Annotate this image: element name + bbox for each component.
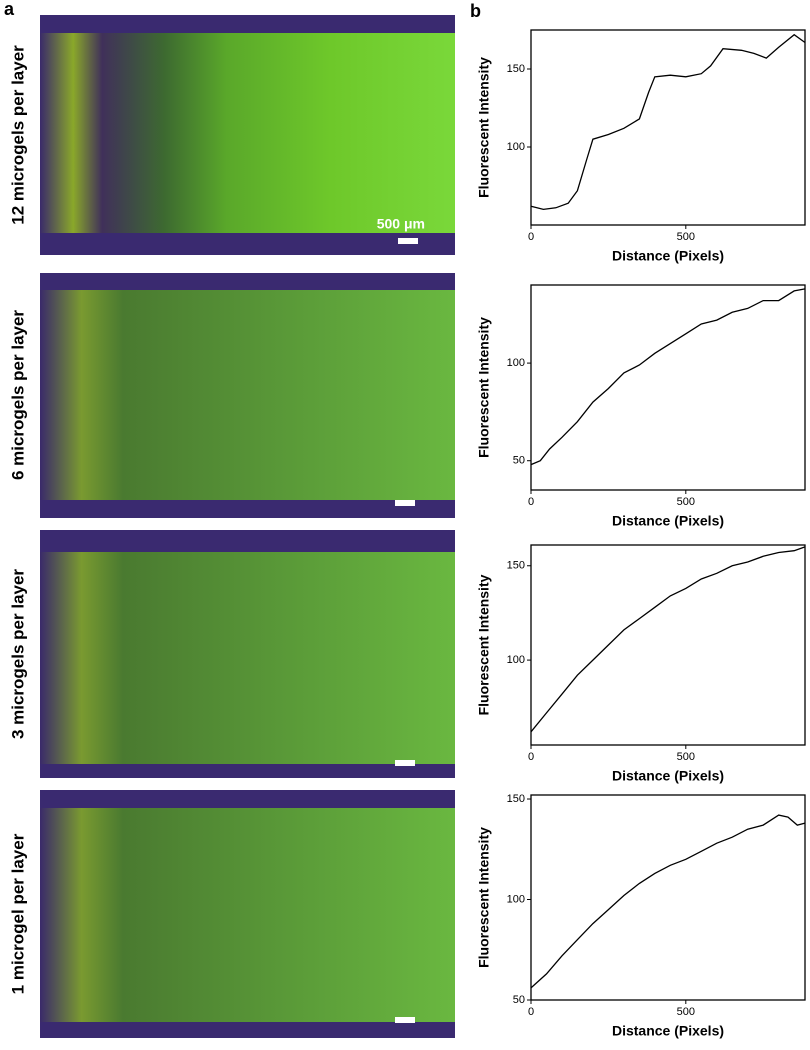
y-tick-label: 100 xyxy=(507,654,525,666)
image-row xyxy=(40,273,455,518)
panel-label: a xyxy=(4,0,15,19)
image-row xyxy=(40,790,455,1038)
x-tick-label: 500 xyxy=(677,751,695,763)
y-axis-label: Fluorescent Intensity xyxy=(476,57,492,198)
row-label: 3 microgels per layer xyxy=(8,569,27,739)
scale-bar-label: 500 μm xyxy=(377,216,425,232)
image-row xyxy=(40,15,455,255)
y-tick-label: 150 xyxy=(507,63,525,75)
image xyxy=(40,33,455,233)
x-tick-label: 500 xyxy=(677,1006,695,1018)
x-tick-label: 500 xyxy=(677,231,695,243)
panel-label: b xyxy=(470,1,481,21)
chart: 50 100 0 500 Distance (Pixels) Fluorescent In… xyxy=(476,284,806,529)
scale-bar xyxy=(395,500,415,506)
image xyxy=(40,808,455,1022)
plot-frame xyxy=(530,29,806,226)
x-axis-label: Distance (Pixels) xyxy=(612,248,724,264)
y-axis-label: Fluorescent Intensity xyxy=(476,574,492,715)
y-tick-label: 100 xyxy=(507,141,525,153)
line xyxy=(530,814,806,989)
line xyxy=(530,288,806,466)
x-axis-label: Distance (Pixels) xyxy=(612,1023,724,1039)
scale-bar xyxy=(395,760,415,766)
scale-bar xyxy=(395,1017,415,1023)
chart: 50 100 150 0 500 Distance (Pixels) Fluorescent… xyxy=(476,793,806,1039)
x-tick-label: 0 xyxy=(528,1006,534,1018)
line xyxy=(530,546,806,733)
x-axis-label: Distance (Pixels) xyxy=(612,513,724,529)
image-row xyxy=(40,530,455,778)
image xyxy=(40,290,455,500)
image xyxy=(40,552,455,764)
y-axis-label: Fluorescent Intensity xyxy=(476,827,492,968)
row-label: 6 microgels per layer xyxy=(8,310,27,480)
plot-frame xyxy=(530,794,806,1001)
y-axis-label: Fluorescent Intensity xyxy=(476,317,492,458)
scale-bar xyxy=(398,238,418,244)
x-tick-label: 0 xyxy=(528,231,534,243)
chart: 100 150 0 500 Distance (Pixels) Fluorescent I… xyxy=(476,29,806,264)
x-axis-label: Distance (Pixels) xyxy=(612,768,724,784)
line xyxy=(530,33,806,211)
chart: 100 150 0 500 Distance (Pixels) Fluorescent I… xyxy=(476,544,806,784)
plot-frame xyxy=(530,544,806,746)
x-tick-label: 0 xyxy=(528,751,534,763)
x-tick-label: 500 xyxy=(677,496,695,508)
y-tick-label: 50 xyxy=(513,994,525,1006)
y-tick-label: 100 xyxy=(507,893,525,905)
row-label: 12 microgels per layer xyxy=(8,45,27,225)
plot-frame xyxy=(530,284,806,491)
y-tick-label: 150 xyxy=(507,560,525,572)
y-tick-label: 100 xyxy=(507,357,525,369)
y-tick-label: 150 xyxy=(507,793,525,805)
row-label: 1 microgel per layer xyxy=(8,833,27,994)
y-tick-label: 50 xyxy=(513,455,525,467)
x-tick-label: 0 xyxy=(528,496,534,508)
